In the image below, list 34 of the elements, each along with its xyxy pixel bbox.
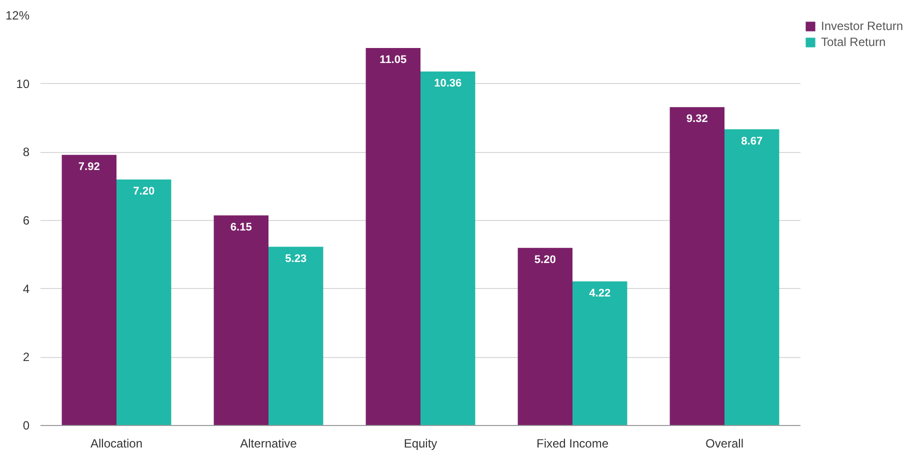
x-tick-label: Equity <box>404 436 438 450</box>
data-label: 7.92 <box>78 160 100 173</box>
data-label: 10.36 <box>434 78 462 90</box>
y-tick-label: 12% <box>5 8 30 22</box>
data-label: 7.20 <box>133 186 155 198</box>
legend-label: Total Return <box>821 35 886 49</box>
x-tick-label: Alternative <box>240 436 298 450</box>
bar <box>420 72 476 426</box>
x-tick-label: Overall <box>705 436 744 450</box>
data-label: 8.67 <box>741 135 763 148</box>
y-tick-label: 8 <box>22 145 30 160</box>
x-tick-label: Allocation <box>90 436 143 450</box>
y-tick-label: 2 <box>22 350 30 364</box>
bar <box>214 215 268 426</box>
bar <box>366 48 420 426</box>
bar <box>518 248 572 426</box>
x-tick-label: Fixed Income <box>536 436 609 450</box>
bar <box>62 154 116 426</box>
data-label: 5.23 <box>285 252 307 265</box>
data-label: 6.15 <box>230 221 252 234</box>
y-tick-label: 10 <box>16 76 30 91</box>
bar <box>116 180 172 426</box>
y-tick-label: 0 <box>22 418 30 432</box>
data-label: 9.32 <box>686 113 708 126</box>
y-tick-label: 4 <box>22 282 30 296</box>
legend-label: Investor Return <box>821 19 904 33</box>
bar <box>670 107 724 426</box>
y-tick-label: 6 <box>22 214 30 228</box>
bar <box>268 246 324 426</box>
data-label: 5.20 <box>534 254 556 266</box>
data-label: 11.05 <box>380 54 407 66</box>
data-label: 4.22 <box>589 287 611 300</box>
bar <box>572 281 628 426</box>
bar <box>724 129 780 426</box>
